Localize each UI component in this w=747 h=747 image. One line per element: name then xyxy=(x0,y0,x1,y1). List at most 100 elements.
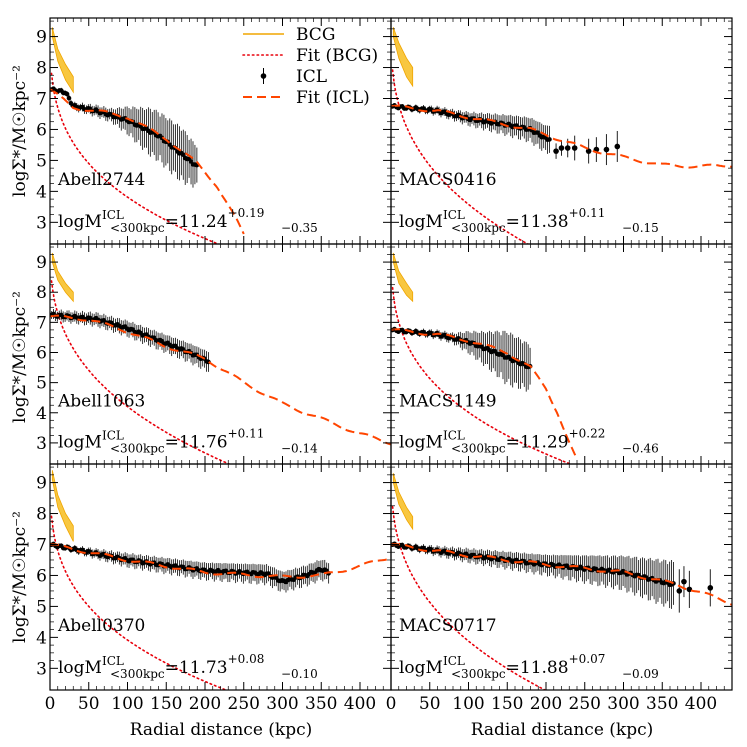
plot-area xyxy=(391,27,732,244)
icl-mass-label: logMICL <300kpc=11.73+0.08−0.10 xyxy=(58,652,318,681)
plot-area xyxy=(50,252,391,464)
y-tick-label: 8 xyxy=(36,505,47,525)
y-tick-label: 7 xyxy=(36,313,47,333)
y-tick-label: 5 xyxy=(36,597,47,617)
legend-label: Fit (BCG) xyxy=(296,46,378,66)
panel-macs0717: 0 50 100 150 200 250 300 350 400 MACS0717 logMICL <… xyxy=(386,463,733,714)
x-tick-label: 50 xyxy=(78,694,100,714)
icl-point xyxy=(64,91,70,97)
icl-mass-label: logMICL <300kpc=11.38+0.11−0.15 xyxy=(399,206,659,235)
y-tick-label: 4 xyxy=(36,404,47,424)
panel-macs1149: MACS1149 logMICL <300kpc=11.29+0.22−0.46 xyxy=(390,243,733,465)
y-tick-label: 9 xyxy=(36,253,47,273)
legend-label: Fit (ICL) xyxy=(296,88,370,108)
icl-point xyxy=(603,146,610,153)
y-tick-label: 4 xyxy=(36,628,47,648)
y-axis-label-bottom: logΣ*/M☉kpc⁻² xyxy=(10,511,30,643)
panel-abell2744: 3 4 5 6 7 8 9 Abell2744 logMICL <300kpc=11.24+0.1… xyxy=(36,17,392,245)
y-tick-label: 8 xyxy=(36,283,47,303)
fit-bcg-line xyxy=(50,72,221,244)
legend-label: ICL xyxy=(296,67,327,87)
x-tick-label: 350 xyxy=(305,694,337,714)
x-tick-label: 100 xyxy=(111,694,143,714)
icl-points xyxy=(50,308,211,372)
panels: 3 4 5 6 7 8 9 Abell2744 logMICL <300kpc=11.24+0.1… xyxy=(36,17,733,714)
y-tick-label: 3 xyxy=(36,659,47,679)
plot-area xyxy=(391,473,732,690)
x-tick-label: 350 xyxy=(646,694,678,714)
icl-mass-label: logMICL <300kpc=11.76+0.11−0.14 xyxy=(58,426,318,455)
fit-bcg-line xyxy=(391,505,547,690)
cluster-name: Abell0370 xyxy=(57,616,145,636)
x-tick-label: 50 xyxy=(419,694,441,714)
legend-icl-swatch xyxy=(260,73,267,79)
y-tick-label: 6 xyxy=(36,566,47,586)
y-axis-label-top: logΣ*/M☉kpc⁻² xyxy=(10,65,30,197)
x-tick-label: 0 xyxy=(45,694,56,714)
icl-point xyxy=(585,148,592,154)
x-tick-label: 300 xyxy=(266,694,298,714)
y-tick-label: 6 xyxy=(36,120,47,140)
bcg-band xyxy=(51,470,74,542)
icl-mass-label: logMICL <300kpc=11.29+0.22−0.46 xyxy=(399,426,659,455)
x-tick-label: 200 xyxy=(189,694,221,714)
fit-icl-line xyxy=(50,314,391,446)
bcg-band xyxy=(392,252,414,303)
icl-point xyxy=(681,578,687,585)
icl-point xyxy=(547,137,552,142)
x-tick-label: 200 xyxy=(530,694,562,714)
fit-icl-line xyxy=(50,543,391,579)
axis-labels: Radial distance (kpc) Radial distance (k… xyxy=(10,65,653,740)
y-tick-label: 5 xyxy=(36,374,47,394)
fit-bcg-line xyxy=(391,69,530,244)
panel-abell0370: 3 4 5 6 7 8 9 0 50 100 150 200 250 300 350 400 Abell0370… xyxy=(36,463,392,714)
bcg-band xyxy=(392,27,414,88)
fit-icl-line xyxy=(391,104,732,169)
icl-point xyxy=(676,588,683,594)
y-tick-label: 6 xyxy=(36,343,47,363)
icl-point xyxy=(707,585,714,591)
fit-icl-line xyxy=(391,328,578,460)
legend-label: BCG xyxy=(296,25,335,45)
x-tick-label: 400 xyxy=(685,694,717,714)
x-tick-label: 400 xyxy=(344,694,376,714)
icl-mass-label: logMICL <300kpc=11.88+0.07−0.09 xyxy=(399,652,659,681)
icl-point xyxy=(614,143,621,150)
x-tick-label: 300 xyxy=(607,694,639,714)
y-axis-label-middle: logΣ*/M☉kpc⁻² xyxy=(10,291,30,423)
plot-area xyxy=(50,470,391,690)
legend-item-fit_icl: Fit (ICL) xyxy=(243,88,370,108)
y-tick-label: 3 xyxy=(36,434,47,454)
x-tick-label: 150 xyxy=(150,694,182,714)
icl-point xyxy=(558,145,565,151)
y-tick-label: 7 xyxy=(36,535,47,555)
icl-point xyxy=(564,145,571,151)
y-tick-label: 9 xyxy=(36,474,47,494)
y-tick-label: 4 xyxy=(36,182,47,202)
x-tick-label: 250 xyxy=(228,694,260,714)
y-tick-label: 8 xyxy=(36,59,47,79)
x-tick-label: 250 xyxy=(569,694,601,714)
y-tick-label: 5 xyxy=(36,151,47,171)
y-tick-label: 3 xyxy=(36,213,47,233)
cluster-name: Abell1063 xyxy=(57,392,145,412)
x-axis-label-left: Radial distance (kpc) xyxy=(130,720,313,740)
y-tick-label: 9 xyxy=(36,28,47,48)
bcg-band xyxy=(51,27,74,94)
cluster-name: MACS0416 xyxy=(399,170,497,190)
legend-item-fit_bcg: Fit (BCG) xyxy=(242,46,378,66)
x-axis-label-right: Radial distance (kpc) xyxy=(471,720,654,740)
icl-point xyxy=(686,586,693,593)
x-tick-label: 150 xyxy=(491,694,523,714)
bcg-band xyxy=(51,252,74,303)
cluster-name: Abell2744 xyxy=(57,170,145,190)
icl-point xyxy=(181,152,186,158)
icl-mass-label: logMICL <300kpc=11.24+0.19−0.35 xyxy=(58,206,318,235)
fit-icl-line xyxy=(391,543,732,606)
fit-bcg-line xyxy=(50,280,231,464)
fit-bcg-line xyxy=(391,286,573,464)
bcg-band xyxy=(392,473,414,531)
